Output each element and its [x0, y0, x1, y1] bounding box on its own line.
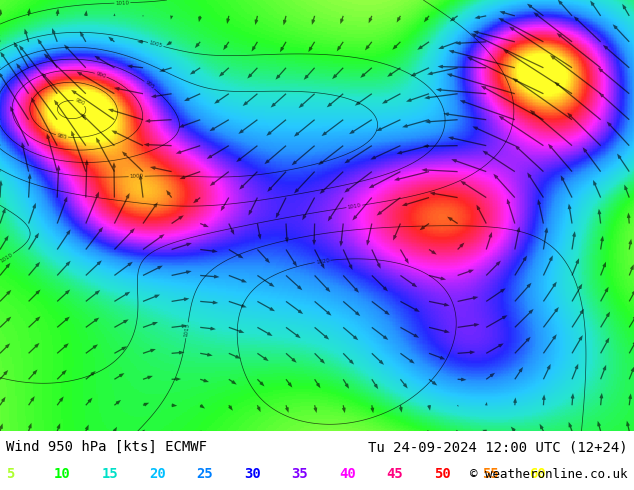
Text: 25: 25 — [197, 467, 213, 481]
Text: 45: 45 — [387, 467, 403, 481]
Text: 1010: 1010 — [115, 0, 129, 5]
Text: Tu 24-09-2024 12:00 UTC (12+24): Tu 24-09-2024 12:00 UTC (12+24) — [368, 440, 628, 454]
Text: 30: 30 — [244, 467, 261, 481]
Text: 40: 40 — [339, 467, 356, 481]
Text: 995: 995 — [144, 80, 155, 90]
Text: 985: 985 — [56, 133, 68, 140]
Text: © weatheronline.co.uk: © weatheronline.co.uk — [470, 468, 628, 481]
Text: Wind 950 hPa [kts] ECMWF: Wind 950 hPa [kts] ECMWF — [6, 440, 207, 454]
Text: 990: 990 — [95, 71, 107, 79]
Text: 1020: 1020 — [315, 258, 330, 265]
Text: 55: 55 — [482, 467, 498, 481]
Text: 1015: 1015 — [184, 323, 191, 338]
Text: 5: 5 — [6, 467, 15, 481]
Text: 1010: 1010 — [0, 252, 13, 264]
Text: 60: 60 — [529, 467, 546, 481]
Text: 1005: 1005 — [148, 40, 163, 49]
Text: 35: 35 — [292, 467, 308, 481]
Text: 1010: 1010 — [347, 203, 361, 210]
Text: 15: 15 — [101, 467, 118, 481]
Text: 20: 20 — [149, 467, 165, 481]
Text: 50: 50 — [434, 467, 451, 481]
Text: 10: 10 — [54, 467, 70, 481]
Text: 1000: 1000 — [129, 174, 144, 179]
Text: 980: 980 — [74, 98, 86, 107]
